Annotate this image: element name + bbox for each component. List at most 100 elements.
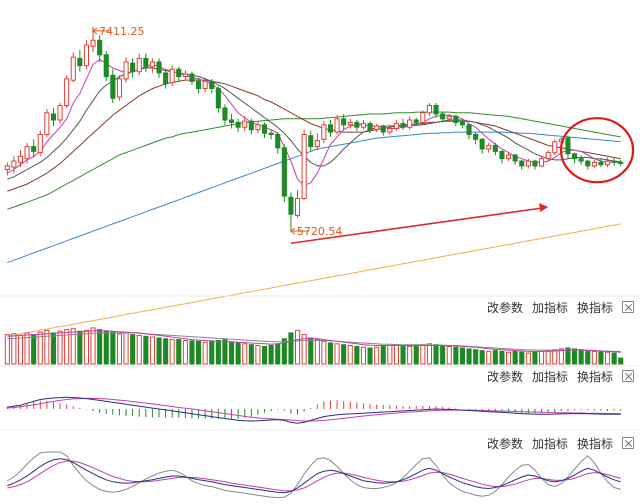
candle: [499, 150, 505, 164]
candle: [103, 51, 109, 82]
candle-body: [360, 123, 366, 128]
candle: [354, 120, 360, 131]
candle: [222, 104, 228, 125]
change-params-button[interactable]: 改参数: [486, 300, 523, 315]
candle-body: [130, 62, 136, 73]
candle-body: [242, 120, 248, 128]
candle: [492, 142, 498, 156]
add-indicator-button[interactable]: 加指标: [531, 436, 568, 451]
candle-body: [268, 132, 274, 136]
switch-indicator-button[interactable]: 换指标: [576, 369, 613, 384]
volume-bar: [182, 340, 188, 365]
candle-body: [31, 146, 37, 152]
ma10-line: [7, 67, 621, 180]
volume-bar: [70, 328, 76, 365]
volume-bar: [156, 337, 162, 365]
candle-body: [387, 128, 393, 133]
volume-bar: [473, 349, 479, 365]
volume-bar: [37, 331, 43, 365]
volume-bar: [572, 348, 578, 365]
candle: [116, 75, 123, 101]
candle: [466, 123, 472, 140]
switch-indicator-button[interactable]: 换指标: [576, 436, 613, 451]
candle-body: [420, 112, 426, 124]
close-icon[interactable]: [622, 437, 634, 449]
volume-bar: [202, 341, 208, 365]
volume-bar: [248, 344, 254, 365]
candle: [347, 118, 353, 129]
candle: [11, 156, 17, 174]
candle-body: [222, 107, 228, 121]
volume-bar: [519, 351, 525, 365]
candle: [552, 139, 558, 156]
candle: [519, 159, 525, 170]
volume-pane-toolbar: 改参数 加指标 换指标: [487, 299, 634, 315]
candle-body: [90, 39, 96, 47]
moving-average-lines: [7, 59, 621, 337]
candle-body: [605, 160, 611, 166]
candle-body: [512, 154, 518, 162]
volume-bar: [367, 347, 373, 365]
kdj-pane: [7, 451, 621, 499]
switch-indicator-button[interactable]: 换指标: [576, 300, 613, 315]
volume-bar: [50, 332, 57, 365]
volume-bar: [169, 339, 175, 365]
candle: [407, 116, 413, 130]
candle: [413, 117, 419, 127]
candle: [605, 157, 611, 168]
candle-body: [407, 119, 413, 128]
candle: [565, 135, 571, 159]
volume-bar: [288, 332, 294, 365]
candle: [380, 124, 386, 136]
close-icon[interactable]: [622, 370, 634, 382]
volume-bar: [97, 329, 103, 365]
candlesticks: [4, 26, 624, 232]
change-params-button[interactable]: 改参数: [486, 436, 523, 451]
macd-histogram: [6, 400, 622, 419]
volume-bar: [110, 331, 116, 365]
volume-bar: [413, 345, 419, 365]
candle: [532, 159, 538, 170]
candle: [136, 53, 142, 76]
candle: [202, 77, 208, 93]
volume-bar: [400, 345, 406, 365]
candle-body: [380, 125, 386, 133]
volume-bar: [215, 340, 221, 365]
high-arrow-head: [92, 27, 98, 35]
candle: [486, 142, 492, 153]
candle: [360, 120, 366, 130]
candle-body: [196, 80, 202, 90]
candle: [182, 70, 188, 81]
high-annotation: 7411.25: [92, 25, 145, 38]
add-indicator-button[interactable]: 加指标: [531, 300, 568, 315]
low-annotation: 5720.54: [290, 225, 342, 238]
candle-body: [97, 39, 103, 56]
candle: [591, 159, 597, 169]
candle-body: [446, 115, 452, 120]
volume-bar: [123, 332, 129, 365]
volume-bar: [420, 344, 426, 365]
ma60-line: [7, 111, 621, 210]
candle-body: [552, 141, 558, 154]
volume-bar: [558, 348, 564, 365]
candle: [321, 121, 327, 143]
candle-body: [235, 121, 241, 128]
candle: [248, 118, 254, 135]
candle: [334, 115, 340, 135]
change-params-button[interactable]: 改参数: [486, 369, 523, 384]
candle-body: [288, 196, 294, 215]
volume-bar: [262, 345, 268, 365]
candle: [156, 58, 162, 78]
close-icon[interactable]: [622, 301, 634, 313]
candle-body: [11, 160, 17, 168]
candle: [426, 103, 432, 117]
volume-bar: [341, 344, 347, 365]
add-indicator-button[interactable]: 加指标: [531, 369, 568, 384]
candle-body: [103, 54, 109, 78]
volume-bar: [506, 351, 512, 365]
candle: [314, 133, 320, 151]
candle-body: [506, 154, 512, 160]
volume-bar: [446, 345, 452, 365]
candle: [90, 26, 96, 53]
